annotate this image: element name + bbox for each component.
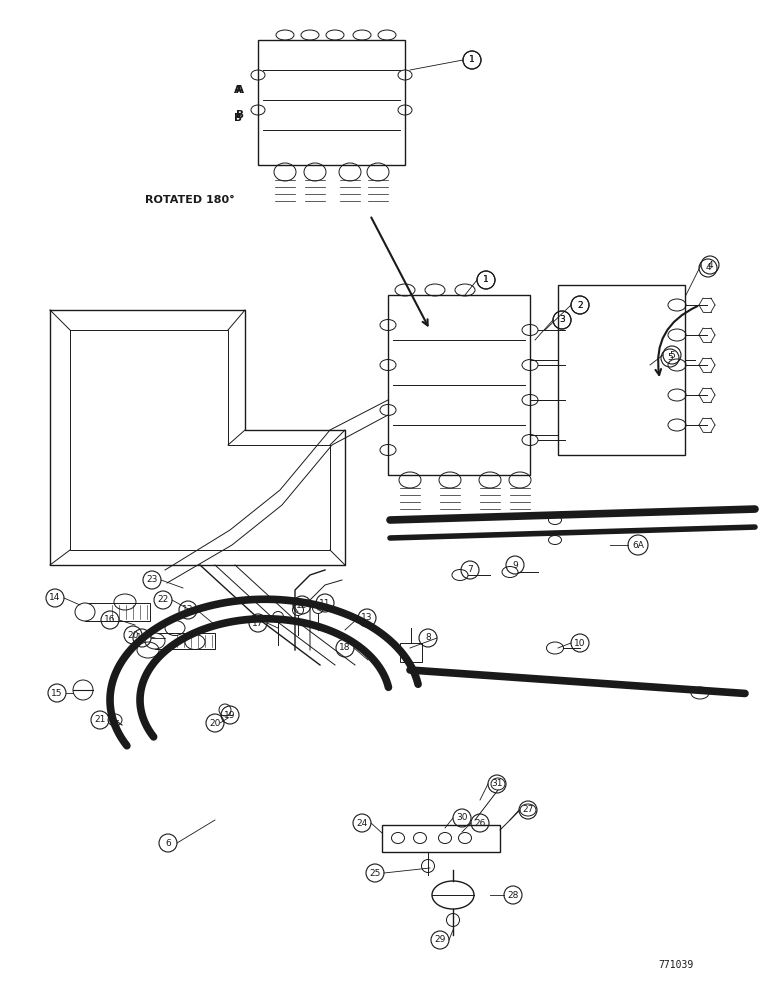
Text: 18: 18 [339, 644, 350, 652]
Text: 9: 9 [512, 560, 518, 570]
Text: 6A: 6A [632, 540, 644, 550]
Text: 4: 4 [705, 263, 711, 272]
Text: 13: 13 [361, 613, 373, 622]
Text: 771039: 771039 [658, 960, 693, 970]
Text: 27: 27 [523, 806, 533, 814]
Text: 3: 3 [559, 316, 565, 324]
Text: 14: 14 [49, 593, 61, 602]
Text: 29: 29 [435, 936, 445, 944]
Text: 22: 22 [157, 595, 168, 604]
Text: 1: 1 [483, 275, 489, 284]
Text: B: B [234, 113, 242, 123]
Text: 24: 24 [357, 818, 367, 828]
Text: ROTATED 180°: ROTATED 180° [145, 195, 235, 205]
Text: 2: 2 [577, 300, 583, 310]
Text: A: A [235, 86, 241, 95]
Text: B: B [236, 110, 244, 120]
Text: 20: 20 [209, 718, 221, 728]
Text: 7: 7 [467, 566, 473, 574]
Text: 2: 2 [577, 300, 583, 310]
Text: 21: 21 [94, 716, 106, 724]
Text: 3: 3 [559, 316, 565, 324]
Text: 30: 30 [456, 814, 468, 822]
Ellipse shape [75, 603, 95, 621]
Text: 20: 20 [127, 631, 139, 640]
Text: A: A [236, 85, 244, 95]
Text: 25: 25 [369, 868, 381, 878]
Text: 1: 1 [469, 55, 475, 64]
Text: 23: 23 [147, 576, 157, 584]
Text: 8: 8 [425, 634, 431, 643]
Text: 28: 28 [507, 890, 519, 900]
Text: 11: 11 [320, 598, 330, 607]
Text: 10: 10 [574, 639, 586, 648]
Text: 4: 4 [707, 260, 713, 269]
Text: 6: 6 [165, 838, 171, 848]
Text: 15: 15 [51, 688, 63, 698]
Text: 5: 5 [667, 354, 673, 362]
Text: 14: 14 [137, 634, 147, 643]
Text: 19: 19 [224, 710, 235, 720]
Ellipse shape [145, 633, 165, 649]
Text: 1: 1 [483, 275, 489, 284]
Text: 5: 5 [669, 351, 675, 360]
Text: 12: 12 [296, 600, 308, 609]
Text: 31: 31 [491, 780, 503, 788]
Text: A: A [234, 85, 242, 95]
Text: 13: 13 [182, 605, 194, 614]
Text: 16: 16 [104, 615, 116, 624]
Text: 17: 17 [252, 618, 264, 628]
Text: 1: 1 [469, 55, 475, 64]
Text: 26: 26 [474, 818, 486, 828]
